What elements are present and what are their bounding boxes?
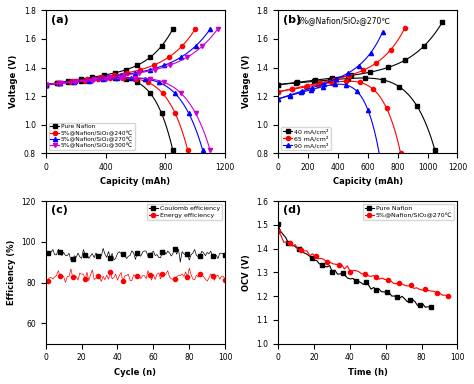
Legend: Pure Nafion, 5%@Nafion/SiO₂@270℃: Pure Nafion, 5%@Nafion/SiO₂@270℃ xyxy=(363,204,454,220)
Legend: 40 mA/cm², 65 mA/cm², 90 mA/cm²: 40 mA/cm², 65 mA/cm², 90 mA/cm² xyxy=(281,127,331,150)
X-axis label: Capicity (mAh): Capicity (mAh) xyxy=(100,177,171,187)
Text: 5%@Nafion/SiO₂@270℃: 5%@Nafion/SiO₂@270℃ xyxy=(296,16,390,25)
Legend: Pure Nafion, 5%@Nafion/SiO₂@240℃, 5%@Nafion/SiO₂@270℃, 5%@Nafion/SiO₂@300℃: Pure Nafion, 5%@Nafion/SiO₂@240℃, 5%@Naf… xyxy=(49,122,135,150)
Legend: Coulomb efficiency, Energy efficiency: Coulomb efficiency, Energy efficiency xyxy=(147,204,222,220)
Y-axis label: Voltage (V): Voltage (V) xyxy=(9,55,18,109)
X-axis label: Capicity (mAh): Capicity (mAh) xyxy=(333,177,403,187)
X-axis label: Cycle (n): Cycle (n) xyxy=(114,368,156,377)
Text: (d): (d) xyxy=(283,205,301,215)
Text: (c): (c) xyxy=(51,205,68,215)
Y-axis label: OCV (V): OCV (V) xyxy=(242,254,251,291)
Text: (a): (a) xyxy=(51,15,69,25)
Text: (b): (b) xyxy=(283,15,301,25)
Y-axis label: Voltage (V): Voltage (V) xyxy=(242,55,251,109)
X-axis label: Time (h): Time (h) xyxy=(348,368,388,377)
Y-axis label: Efficiency (%): Efficiency (%) xyxy=(7,240,16,305)
